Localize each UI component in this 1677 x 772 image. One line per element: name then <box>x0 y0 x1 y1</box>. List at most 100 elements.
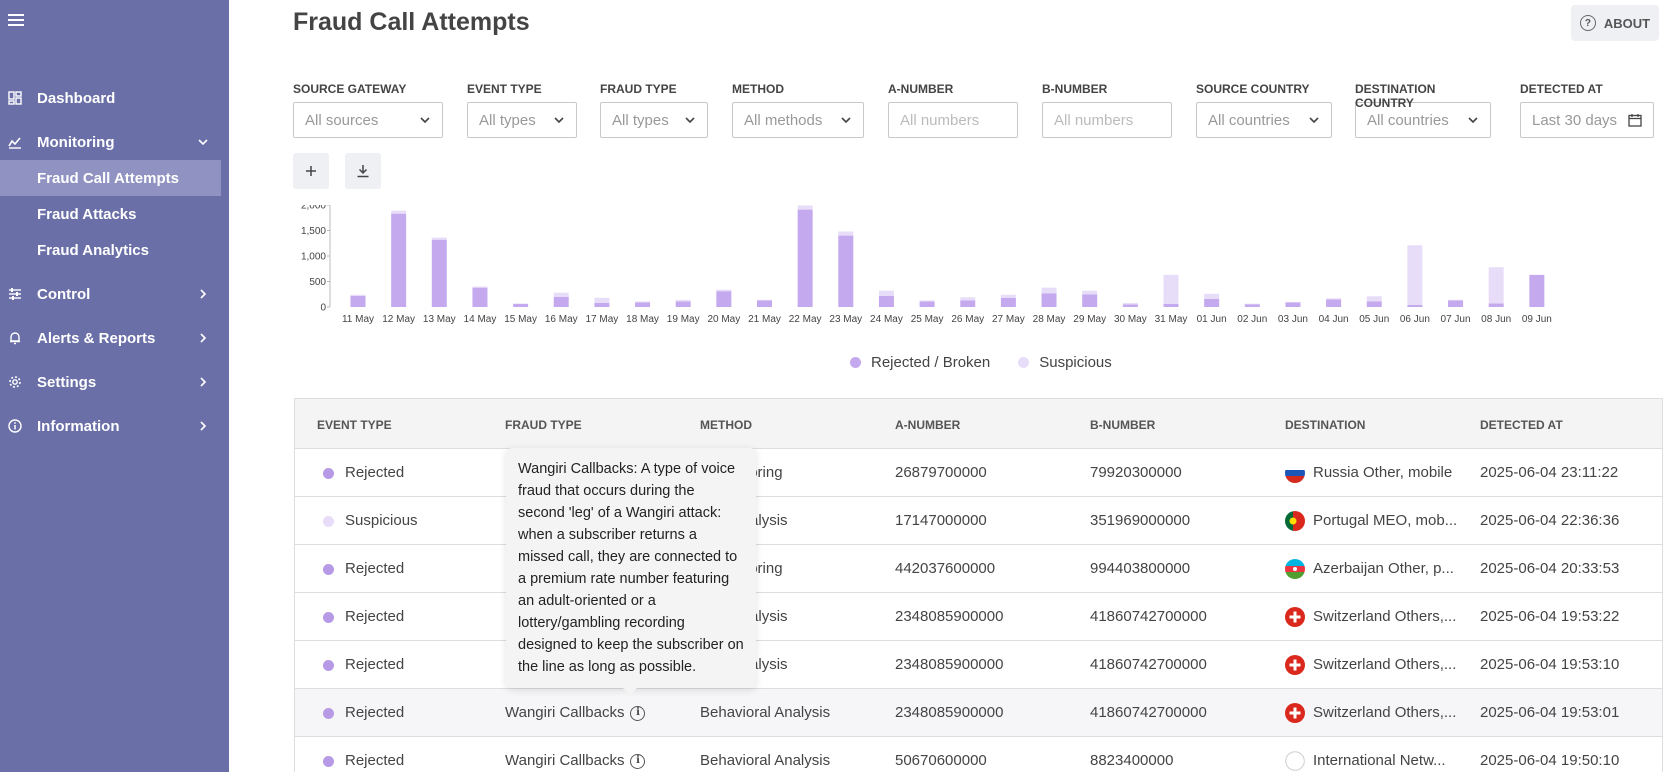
sidebar-subitem-fraud-analytics[interactable]: Fraud Analytics <box>0 232 221 268</box>
column-header-method[interactable]: METHOD <box>700 418 752 432</box>
table-row[interactable]: Rejectede Monitoring26879700000799203000… <box>295 449 1662 497</box>
bar-suspicious[interactable] <box>1407 245 1423 305</box>
bar-suspicious[interactable] <box>1285 301 1301 303</box>
bar-suspicious[interactable] <box>350 294 366 296</box>
table-row[interactable]: Suspiciousioral Analysis1714700000035196… <box>295 497 1662 545</box>
bar-rejected[interactable] <box>1407 304 1423 307</box>
bar-rejected[interactable] <box>960 300 976 307</box>
bar-rejected[interactable] <box>431 239 447 307</box>
table-row[interactable]: Rejectede Monitoring44203760000099440380… <box>295 545 1662 593</box>
bar-rejected[interactable] <box>635 302 651 307</box>
bar-rejected[interactable] <box>797 209 813 307</box>
bar-rejected[interactable] <box>878 295 894 307</box>
sidebar-item-information[interactable]: Information <box>0 408 229 444</box>
a-number-input[interactable]: All numbers <box>888 102 1018 138</box>
bar-suspicious[interactable] <box>919 300 935 302</box>
bar-suspicious[interactable] <box>1122 302 1138 305</box>
bar-suspicious[interactable] <box>431 237 447 240</box>
source-country-select[interactable]: All countries <box>1196 102 1332 138</box>
bar-rejected[interactable] <box>757 300 772 307</box>
bar-rejected[interactable] <box>391 213 407 307</box>
column-header-detected-at[interactable]: DETECTED AT <box>1480 418 1563 432</box>
bar-suspicious[interactable] <box>1488 267 1504 304</box>
legend-item-rejected[interactable]: Rejected / Broken <box>850 354 990 371</box>
bar-rejected[interactable] <box>1204 298 1220 307</box>
bar-rejected[interactable] <box>838 235 854 307</box>
bar-rejected[interactable] <box>1000 297 1016 307</box>
sidebar-item-monitoring[interactable]: Monitoring <box>0 124 229 160</box>
bar-suspicious[interactable] <box>1244 303 1260 305</box>
bar-suspicious[interactable] <box>1163 274 1179 304</box>
bar-suspicious[interactable] <box>675 299 691 302</box>
event-type-select[interactable]: All types <box>467 102 577 138</box>
about-button[interactable]: ? ABOUT <box>1571 5 1659 41</box>
bar-suspicious[interactable] <box>838 231 854 236</box>
bar-rejected[interactable] <box>1041 293 1057 307</box>
download-button[interactable] <box>345 153 381 189</box>
bar-suspicious[interactable] <box>878 290 894 296</box>
bar-rejected[interactable] <box>716 291 732 307</box>
bar-suspicious[interactable] <box>553 292 569 297</box>
destination-country-select[interactable]: All countries <box>1355 102 1491 138</box>
sidebar-subitem-fraud-attacks[interactable]: Fraud Attacks <box>0 196 221 232</box>
table-row[interactable]: Rejected Wangiri Callbacks i Behavioral Ana… <box>295 737 1662 772</box>
sidebar-item-label: Alerts & Reports <box>37 329 156 347</box>
bar-suspicious[interactable] <box>1082 290 1098 295</box>
legend-item-suspicious[interactable]: Suspicious <box>1018 354 1112 371</box>
bar-rejected[interactable] <box>1285 302 1301 307</box>
info-icon[interactable]: i <box>630 705 646 721</box>
bar-rejected[interactable] <box>1122 304 1138 307</box>
menu-icon[interactable] <box>8 14 24 28</box>
bar-rejected[interactable] <box>675 301 691 307</box>
sidebar-item-alerts-reports[interactable]: Alerts & Reports <box>0 320 229 356</box>
bar-rejected[interactable] <box>1529 274 1545 307</box>
bar-rejected[interactable] <box>1082 294 1098 307</box>
bar-suspicious[interactable] <box>472 286 488 288</box>
sidebar-item-dashboard[interactable]: Dashboard <box>0 80 229 116</box>
table-row[interactable]: Rejectedioral Analysis234808590000041860… <box>295 641 1662 689</box>
bar-suspicious[interactable] <box>1326 298 1342 300</box>
bar-suspicious[interactable] <box>1041 287 1057 294</box>
bar-suspicious[interactable] <box>1366 296 1382 302</box>
add-button[interactable] <box>293 153 329 189</box>
bar-rejected[interactable] <box>513 303 529 307</box>
sidebar-item-settings[interactable]: Settings <box>0 364 229 400</box>
column-header-destination[interactable]: DESTINATION <box>1285 418 1366 432</box>
bar-suspicious[interactable] <box>716 289 732 292</box>
bar-rejected[interactable] <box>1366 301 1382 307</box>
fraud-type-select[interactable]: All types <box>600 102 708 138</box>
bar-suspicious[interactable] <box>391 210 407 214</box>
table-row[interactable]: Rejectedioral Analysis234808590000041860… <box>295 593 1662 641</box>
bar-suspicious[interactable] <box>594 297 610 303</box>
column-header-a-number[interactable]: A-NUMBER <box>895 418 961 432</box>
bar-rejected[interactable] <box>1163 303 1179 307</box>
bar-rejected[interactable] <box>472 287 488 307</box>
b-number-input[interactable]: All numbers <box>1042 102 1172 138</box>
bar-suspicious[interactable] <box>635 301 651 303</box>
bar-rejected[interactable] <box>1326 299 1342 307</box>
bar-rejected[interactable] <box>919 301 935 307</box>
method-select[interactable]: All methods <box>732 102 864 138</box>
bar-rejected[interactable] <box>350 295 366 307</box>
bar-rejected[interactable] <box>1448 300 1464 307</box>
bar-rejected[interactable] <box>553 296 569 307</box>
bar-rejected[interactable] <box>594 302 610 307</box>
bar-suspicious[interactable] <box>513 303 529 304</box>
source-gateway-select[interactable]: All sources <box>293 102 443 138</box>
bar-suspicious[interactable] <box>1000 294 1016 298</box>
column-header-fraud-type[interactable]: FRAUD TYPE <box>505 418 582 432</box>
bar-rejected[interactable] <box>1244 304 1260 307</box>
table-row[interactable]: Rejected Wangiri Callbacks i Behavioral Ana… <box>295 689 1662 737</box>
sidebar-item-control[interactable]: Control <box>0 276 229 312</box>
sidebar-subitem-fraud-call-attempts[interactable]: Fraud Call Attempts <box>0 160 221 196</box>
info-icon[interactable]: i <box>630 753 646 769</box>
bar-suspicious[interactable] <box>797 205 813 210</box>
bar-suspicious[interactable] <box>1448 299 1464 301</box>
bar-suspicious[interactable] <box>1204 293 1220 299</box>
bar-suspicious[interactable] <box>757 299 772 301</box>
bar-rejected[interactable] <box>1488 303 1504 307</box>
column-header-b-number[interactable]: B-NUMBER <box>1090 418 1156 432</box>
bar-suspicious[interactable] <box>960 297 976 301</box>
detected-at-datepicker[interactable]: Last 30 days <box>1520 102 1654 138</box>
column-header-event-type[interactable]: EVENT TYPE <box>317 418 392 432</box>
